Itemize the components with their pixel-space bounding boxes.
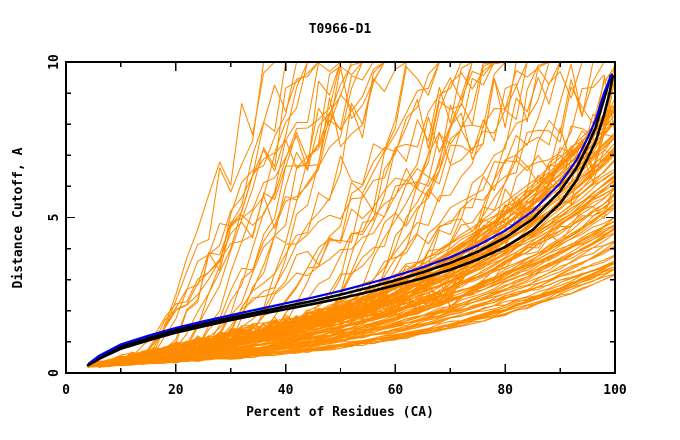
x-axis-title: Percent of Residues (CA) xyxy=(246,405,434,420)
ensemble-curve xyxy=(98,61,298,368)
ensemble-curve xyxy=(98,142,616,366)
x-tick-label: 40 xyxy=(278,383,294,398)
x-axis-ticks xyxy=(65,62,616,373)
y-tick-label: 10 xyxy=(47,54,62,70)
ensemble-curve xyxy=(98,216,616,366)
y-axis-title: Distance Cutoff, A xyxy=(11,147,26,288)
ensemble-curve xyxy=(98,61,385,365)
x-tick-label: 80 xyxy=(497,383,513,398)
x-tick-label: 20 xyxy=(168,383,184,398)
x-tick-label: 60 xyxy=(388,383,404,398)
ensemble-curve xyxy=(98,199,616,367)
y-axis-ticks xyxy=(66,61,615,374)
reference-curves-group xyxy=(86,73,615,367)
y-axis-tick-labels: 0 5 10 xyxy=(47,54,62,377)
ensemble-curve xyxy=(98,202,616,366)
x-tick-label: 100 xyxy=(603,383,627,398)
ensemble-curve xyxy=(87,188,616,368)
reference-curve-reference-blue xyxy=(89,73,613,364)
ensemble-curve xyxy=(98,263,616,367)
page-title: T0966-D1 xyxy=(309,22,372,37)
x-tick-label: 0 xyxy=(62,383,70,398)
ensemble-curve xyxy=(87,103,616,367)
reference-curve-best-model-black-outer xyxy=(86,74,615,367)
ensemble-curve xyxy=(98,135,616,368)
y-tick-label: 5 xyxy=(47,214,62,222)
y-tick-label: 0 xyxy=(47,369,62,377)
reference-curve-best-model-black-inner xyxy=(87,74,612,365)
ensemble-curve xyxy=(98,61,385,365)
x-axis-tick-labels: 0 20 40 60 80 100 xyxy=(62,383,627,398)
ensemble-curve xyxy=(87,61,407,366)
